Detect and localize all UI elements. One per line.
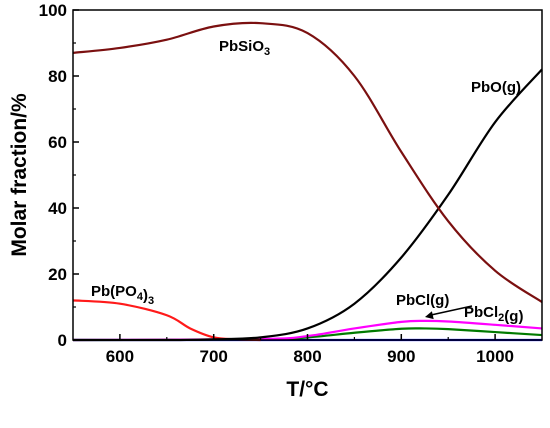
series-label-pbcl-g: PbCl(g) (396, 292, 449, 309)
y-tick-label: 20 (48, 265, 67, 284)
label-text: PbCl(g) (396, 292, 449, 309)
ticks-layer: 600 700 800 900 1000 0 20 40 60 80 100 (39, 1, 514, 366)
label-text: PbO(g) (471, 79, 521, 96)
x-tick-label: 700 (200, 347, 228, 366)
series-label-pb-po4-3: Pb(PO4)3 (91, 283, 154, 307)
label-subscript: 4 (137, 291, 144, 303)
pbcl2-arrowhead (425, 311, 434, 320)
x-tick-label: 800 (293, 347, 321, 366)
label-text: ) (143, 287, 148, 304)
label-subscript: 3 (264, 46, 270, 58)
series-label-pbo-g: PbO(g) (471, 79, 521, 96)
y-axis-title: Molar fraction/% (8, 93, 31, 257)
label-text: PbCl (464, 304, 498, 321)
series-label-pbsio3: PbSiO3 (219, 38, 270, 58)
y-tick-label: 40 (48, 199, 67, 218)
x-tick-label: 1000 (476, 347, 514, 366)
label-subscript: 3 (148, 295, 154, 307)
label-text: Pb(PO (91, 283, 137, 300)
x-tick-label: 900 (387, 347, 415, 366)
y-tick-label: 80 (48, 67, 67, 86)
series-line-pb-po4-3 (72, 299, 261, 342)
y-tick-label: 100 (39, 1, 67, 20)
x-tick-label: 600 (106, 347, 134, 366)
label-subscript: 2 (498, 312, 504, 324)
y-tick-label: 60 (48, 133, 67, 152)
label-text: PbSiO (219, 38, 264, 55)
series-label-pbcl2-g: PbCl2(g) (464, 304, 523, 325)
pbcl2-label-arrow (430, 305, 473, 316)
y-tick-label: 0 (58, 331, 67, 350)
series-line-pbsio3 (72, 21, 543, 303)
x-axis-title: T/°C (286, 378, 328, 401)
label-text: (g) (504, 308, 523, 325)
